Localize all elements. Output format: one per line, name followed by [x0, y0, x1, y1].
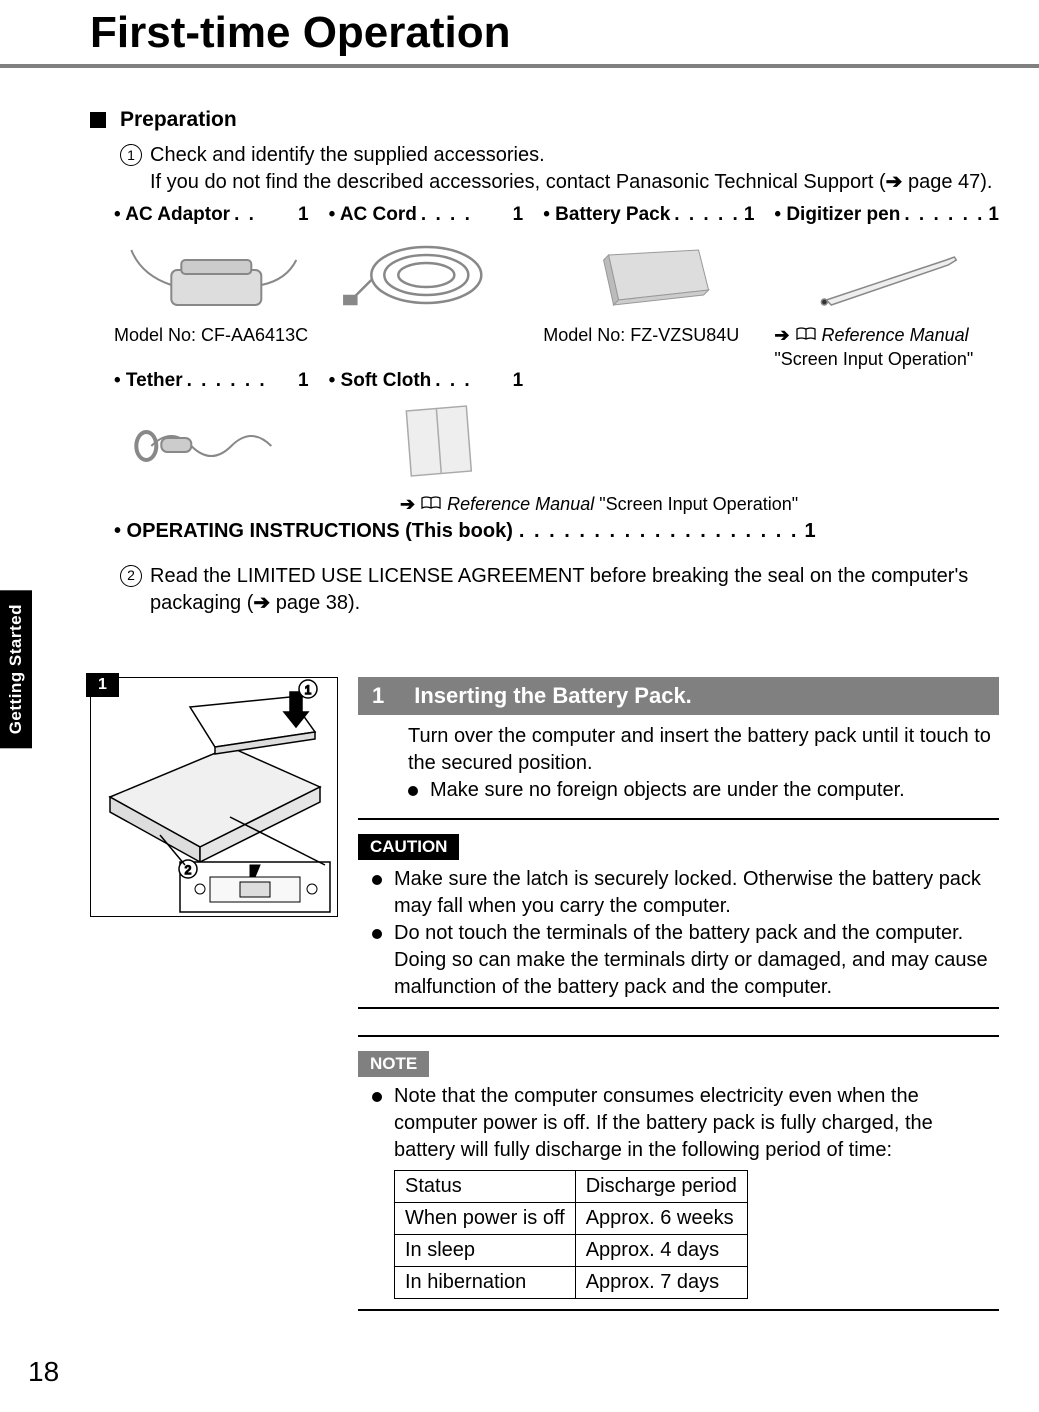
table-h1: Status [395, 1170, 576, 1202]
svg-text:2: 2 [185, 863, 192, 877]
acc-ac-adaptor-model: Model No: CF-AA6413C [114, 324, 309, 347]
step-number-1: 1 [120, 144, 142, 166]
acc-ac-adaptor-label: • AC Adaptor. .1 [114, 204, 309, 226]
acc-ac-adaptor-image [114, 230, 309, 320]
step2-text: Read the LIMITED USE LICENSE AGREEMENT b… [150, 563, 999, 617]
step1-line2: If you do not find the described accesso… [150, 169, 999, 196]
page-number: 18 [28, 1356, 59, 1388]
table-r2a: In sleep [395, 1234, 576, 1266]
acc-battery-model: Model No: FZ-VZSU84U [543, 324, 754, 347]
bullet-icon [372, 1092, 382, 1102]
acc-softcloth-image [329, 396, 524, 486]
caution-b1: Make sure the latch is securely locked. … [394, 866, 999, 920]
book-icon [795, 325, 817, 348]
step-header-insert-battery: 1 Inserting the Battery Pack. [358, 677, 999, 715]
table-r1a: When power is off [395, 1202, 576, 1234]
note-label: NOTE [358, 1051, 429, 1077]
step-body-b1: Make sure no foreign objects are under t… [430, 777, 905, 804]
bullet-icon [372, 929, 382, 939]
acc-digitizer-ref: ➔ Reference Manual "Screen Input Operati… [774, 324, 999, 370]
section-bullet [90, 112, 106, 128]
table-r3a: In hibernation [395, 1266, 576, 1298]
bullet-icon [408, 786, 418, 796]
acc-tether-label: • Tether. . . . . .1 [114, 370, 309, 392]
step-body-p1: Turn over the computer and insert the ba… [408, 723, 999, 777]
acc-digitizer-image [774, 230, 999, 320]
page-title: First-time Operation [0, 0, 1039, 68]
acc-battery-label: • Battery Pack . . . . .1 [543, 204, 754, 226]
bullet-icon [372, 875, 382, 885]
acc-digitizer-label: • Digitizer pen. . . . . .1 [774, 204, 999, 226]
acc-tether-image [114, 396, 309, 486]
caution-label: CAUTION [358, 834, 459, 860]
softcloth-reference: ➔ Reference Manual "Screen Input Operati… [400, 494, 999, 516]
book-icon [420, 495, 442, 516]
step-header-title: Inserting the Battery Pack. [414, 683, 692, 709]
table-h2: Discharge period [575, 1170, 747, 1202]
side-tab-getting-started: Getting Started [0, 590, 32, 748]
svg-text:1: 1 [305, 683, 312, 697]
battery-insert-diagram: 1 2 [90, 677, 338, 917]
note-b1: Note that the computer consumes electric… [394, 1083, 999, 1164]
table-r1b: Approx. 6 weeks [575, 1202, 747, 1234]
operating-instructions-line: • OPERATING INSTRUCTIONS (This book). . … [114, 520, 999, 543]
acc-battery-image [543, 230, 754, 320]
table-r3b: Approx. 7 days [575, 1266, 747, 1298]
discharge-table: StatusDischarge period When power is off… [394, 1170, 748, 1299]
acc-ac-cord-label: • AC Cord. . . .1 [329, 204, 524, 226]
acc-ac-cord-image [329, 230, 524, 320]
step-header-num: 1 [372, 683, 384, 709]
acc-softcloth-label: • Soft Cloth. . .1 [329, 370, 524, 392]
section-title-preparation: Preparation [120, 108, 237, 132]
step-number-2: 2 [120, 565, 142, 587]
step1-line1: Check and identify the supplied accessor… [150, 142, 999, 169]
table-r2b: Approx. 4 days [575, 1234, 747, 1266]
diagram-label-1: 1 [86, 673, 119, 697]
caution-b2: Do not touch the terminals of the batter… [394, 920, 999, 1001]
